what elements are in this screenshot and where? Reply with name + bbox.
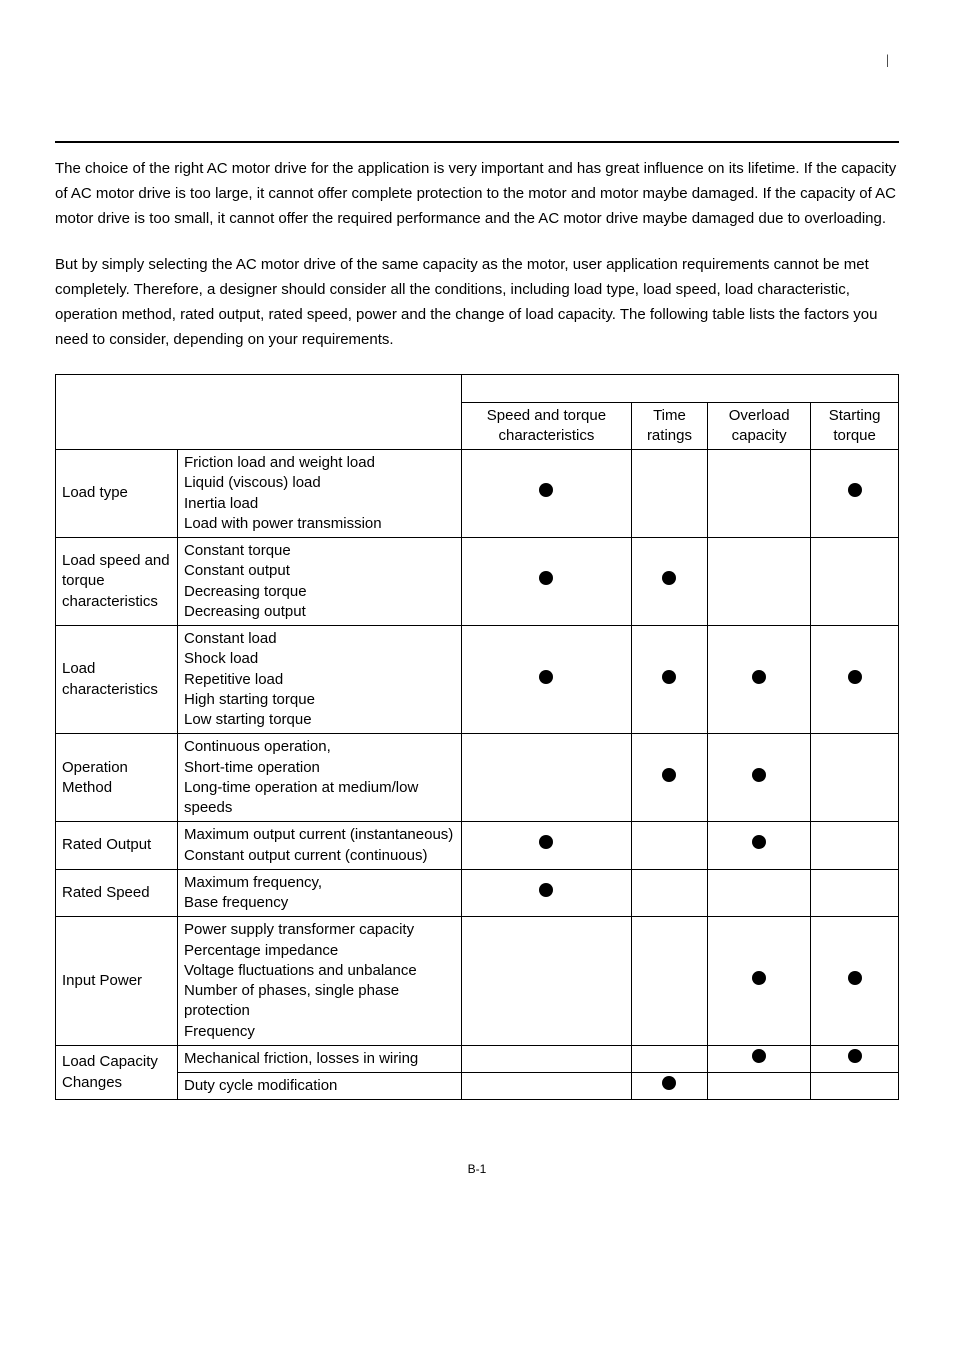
dot-icon [662, 1076, 676, 1090]
description-cell: Continuous operation,Short-time operatio… [178, 734, 462, 822]
dot-icon [662, 670, 676, 684]
mark-cell [811, 734, 899, 822]
category-cell: Load characteristics [56, 626, 178, 734]
description-cell: Friction load and weight loadLiquid (vis… [178, 450, 462, 538]
factors-table: Speed and torque characteristics Time ra… [55, 374, 899, 1100]
dot-icon [848, 1049, 862, 1063]
mark-cell [631, 626, 707, 734]
mark-cell [708, 1045, 811, 1072]
category-cell: Rated Speed [56, 869, 178, 917]
table-row: Load Capacity Changes Mechanical frictio… [56, 1045, 899, 1072]
table-row: Rated OutputMaximum output current (inst… [56, 822, 899, 870]
mark-cell [708, 1073, 811, 1100]
mark-cell [631, 450, 707, 538]
mark-cell [811, 626, 899, 734]
dot-icon [752, 1049, 766, 1063]
mark-cell [708, 538, 811, 626]
header-speed-torque: Speed and torque characteristics [462, 402, 632, 450]
table-row: Load characteristicsConstant loadShock l… [56, 626, 899, 734]
table-row: Duty cycle modification [56, 1073, 899, 1100]
dot-icon [539, 883, 553, 897]
mark-cell [811, 450, 899, 538]
mark-cell [631, 869, 707, 917]
category-cell: Rated Output [56, 822, 178, 870]
top-marker: | [55, 50, 899, 71]
mark-cell [708, 450, 811, 538]
dot-icon [848, 483, 862, 497]
mark-cell [708, 626, 811, 734]
dot-icon [752, 835, 766, 849]
mark-cell [708, 917, 811, 1046]
description-cell: Maximum frequency,Base frequency [178, 869, 462, 917]
mark-cell [811, 1045, 899, 1072]
mark-cell [811, 538, 899, 626]
dot-icon [752, 670, 766, 684]
mark-cell [462, 626, 632, 734]
dot-icon [662, 571, 676, 585]
table-row: Operation MethodContinuous operation,Sho… [56, 734, 899, 822]
category-cell: Operation Method [56, 734, 178, 822]
table-header-row-1 [56, 375, 899, 402]
description-cell: Power supply transformer capacityPercent… [178, 917, 462, 1046]
header-time-ratings: Time ratings [631, 402, 707, 450]
header-blank-bottom [56, 402, 462, 450]
dot-icon [539, 835, 553, 849]
category-cell: Load speed and torque characteristics [56, 538, 178, 626]
category-cell: Load type [56, 450, 178, 538]
description-cell: Constant loadShock loadRepetitive loadHi… [178, 626, 462, 734]
mark-cell [462, 1045, 632, 1072]
mark-cell [631, 1045, 707, 1072]
intro-paragraph-2: But by simply selecting the AC motor dri… [55, 253, 899, 352]
dot-icon [752, 768, 766, 782]
mark-cell [462, 822, 632, 870]
dot-icon [539, 483, 553, 497]
description-cell: Maximum output current (instantaneous)Co… [178, 822, 462, 870]
mark-cell [811, 869, 899, 917]
table-header-row-2: Speed and torque characteristics Time ra… [56, 402, 899, 450]
mark-cell [811, 917, 899, 1046]
category-cell: Load Capacity Changes [56, 1045, 178, 1100]
mark-cell [631, 538, 707, 626]
mark-cell [462, 1073, 632, 1100]
category-cell: Input Power [56, 917, 178, 1046]
dot-icon [662, 768, 676, 782]
dot-icon [848, 971, 862, 985]
header-top-span [462, 375, 899, 402]
table-row: Rated SpeedMaximum frequency,Base freque… [56, 869, 899, 917]
mark-cell [631, 822, 707, 870]
mark-cell [631, 1073, 707, 1100]
dot-icon [539, 571, 553, 585]
mark-cell [811, 1073, 899, 1100]
horizontal-rule [55, 141, 899, 143]
table-row: Load typeFriction load and weight loadLi… [56, 450, 899, 538]
dot-icon [539, 670, 553, 684]
mark-cell [462, 734, 632, 822]
intro-paragraph-1: The choice of the right AC motor drive f… [55, 157, 899, 231]
mark-cell [708, 734, 811, 822]
mark-cell [462, 869, 632, 917]
mark-cell [631, 734, 707, 822]
table-row: Input PowerPower supply transformer capa… [56, 917, 899, 1046]
dot-icon [848, 670, 862, 684]
table-row: Load speed and torque characteristicsCon… [56, 538, 899, 626]
description-cell: Constant torqueConstant outputDecreasing… [178, 538, 462, 626]
description-cell: Duty cycle modification [178, 1073, 462, 1100]
header-starting-torque: Starting torque [811, 402, 899, 450]
description-cell: Mechanical friction, losses in wiring [178, 1045, 462, 1072]
mark-cell [462, 538, 632, 626]
header-overload: Overload capacity [708, 402, 811, 450]
mark-cell [708, 869, 811, 917]
mark-cell [811, 822, 899, 870]
header-blank-top [56, 375, 462, 402]
dot-icon [752, 971, 766, 985]
mark-cell [708, 822, 811, 870]
mark-cell [631, 917, 707, 1046]
page-number: B-1 [55, 1160, 899, 1178]
mark-cell [462, 917, 632, 1046]
mark-cell [462, 450, 632, 538]
